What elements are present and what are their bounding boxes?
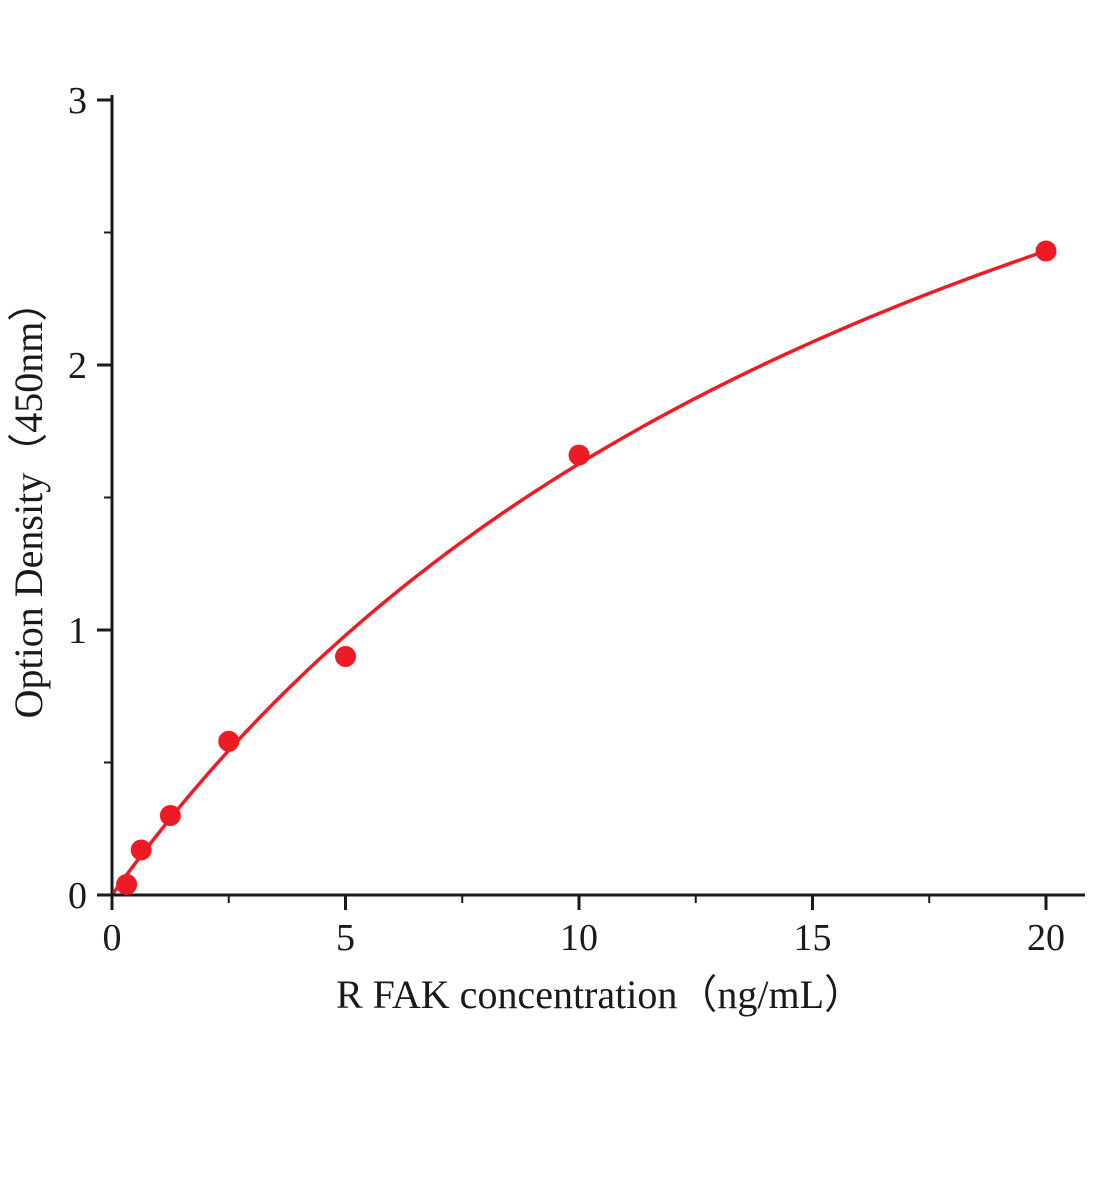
y-tick-label: 3	[68, 80, 87, 122]
data-point	[1035, 240, 1057, 262]
fit-curve	[112, 249, 1048, 894]
y-tick-label: 2	[68, 345, 87, 387]
x-tick-label: 20	[1027, 917, 1065, 959]
y-axis-label: Option Density（450nm）	[6, 282, 51, 719]
x-tick-label: 10	[560, 917, 598, 959]
data-point	[335, 646, 356, 667]
data-point	[116, 873, 138, 895]
data-point	[159, 805, 181, 826]
y-tick-label: 0	[68, 875, 87, 917]
x-axis-label: R FAK concentration（ng/mL）	[336, 972, 864, 1017]
y-tick-label: 1	[68, 610, 87, 652]
data-point	[568, 444, 590, 466]
data-point	[218, 730, 240, 752]
x-tick-label: 0	[103, 917, 122, 959]
x-tick-label: 15	[794, 917, 832, 959]
data-point	[130, 839, 152, 861]
x-tick-label: 5	[336, 917, 355, 959]
